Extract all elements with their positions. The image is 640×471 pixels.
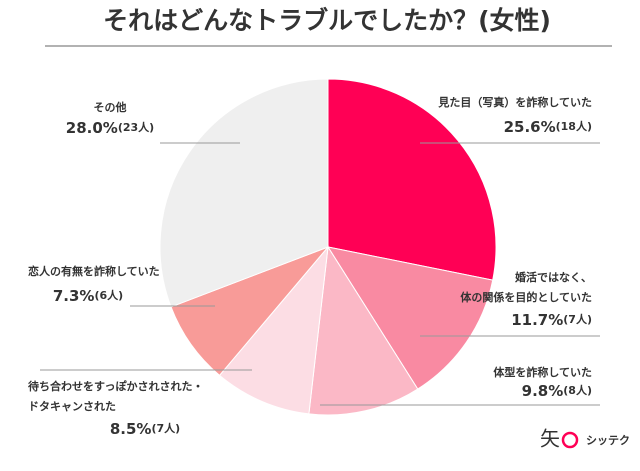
slice-value-label: 7.3%(6人): [53, 287, 123, 305]
slice-label: 恋人の有無を詐称していた: [28, 264, 160, 278]
logo-text: シッテク: [586, 434, 630, 447]
slice-value-label: 9.8%(8人): [522, 382, 592, 400]
slice-percent: 28.0%: [66, 119, 118, 137]
slice-label: 体型を詐称していた: [493, 365, 592, 379]
pie-slice: [159, 78, 329, 308]
logo-icon: 矢: [540, 427, 579, 451]
slice-label: 体の関係を目的としていた: [460, 290, 592, 304]
pie-slice: [218, 245, 329, 415]
slice-label: 待ち合わせをすっぽかされされた・: [27, 379, 204, 393]
slice-count: (7人): [563, 312, 592, 326]
slice-count: (23人): [118, 120, 154, 134]
slice-label: 見た目（写真）を詐称していた: [437, 95, 592, 109]
slice-count: (18人): [556, 119, 592, 133]
chart-title: それはどんなトラブルでしたか？(女性): [103, 6, 551, 35]
slice-value-label: 25.6%(18人): [504, 118, 592, 136]
slice-count: (7人): [151, 421, 180, 435]
slice-label: ドタキャンされた: [28, 400, 116, 413]
slice-percent: 25.6%: [504, 118, 556, 136]
pie-slice: [326, 246, 494, 390]
pie-slice: [308, 245, 419, 416]
slice-count: (8人): [563, 383, 592, 397]
slice-percent: 7.3%: [53, 287, 95, 305]
slice-value-label: 8.5%(7人): [110, 420, 180, 438]
slice-percent: 11.7%: [511, 311, 563, 329]
logo-circle: [561, 431, 579, 449]
slice-value-label: 28.0%(23人): [66, 119, 154, 137]
slice-percent: 9.8%: [522, 382, 564, 400]
slice-percent: 8.5%: [110, 420, 152, 438]
logo-glyph: 矢: [540, 427, 560, 451]
slice-count: (6人): [94, 288, 123, 302]
slice-value-label: 11.7%(7人): [511, 311, 592, 329]
pie-slice: [327, 78, 497, 281]
slice-label: 婚活ではなく、: [515, 270, 592, 284]
slice-label: その他: [94, 100, 127, 114]
